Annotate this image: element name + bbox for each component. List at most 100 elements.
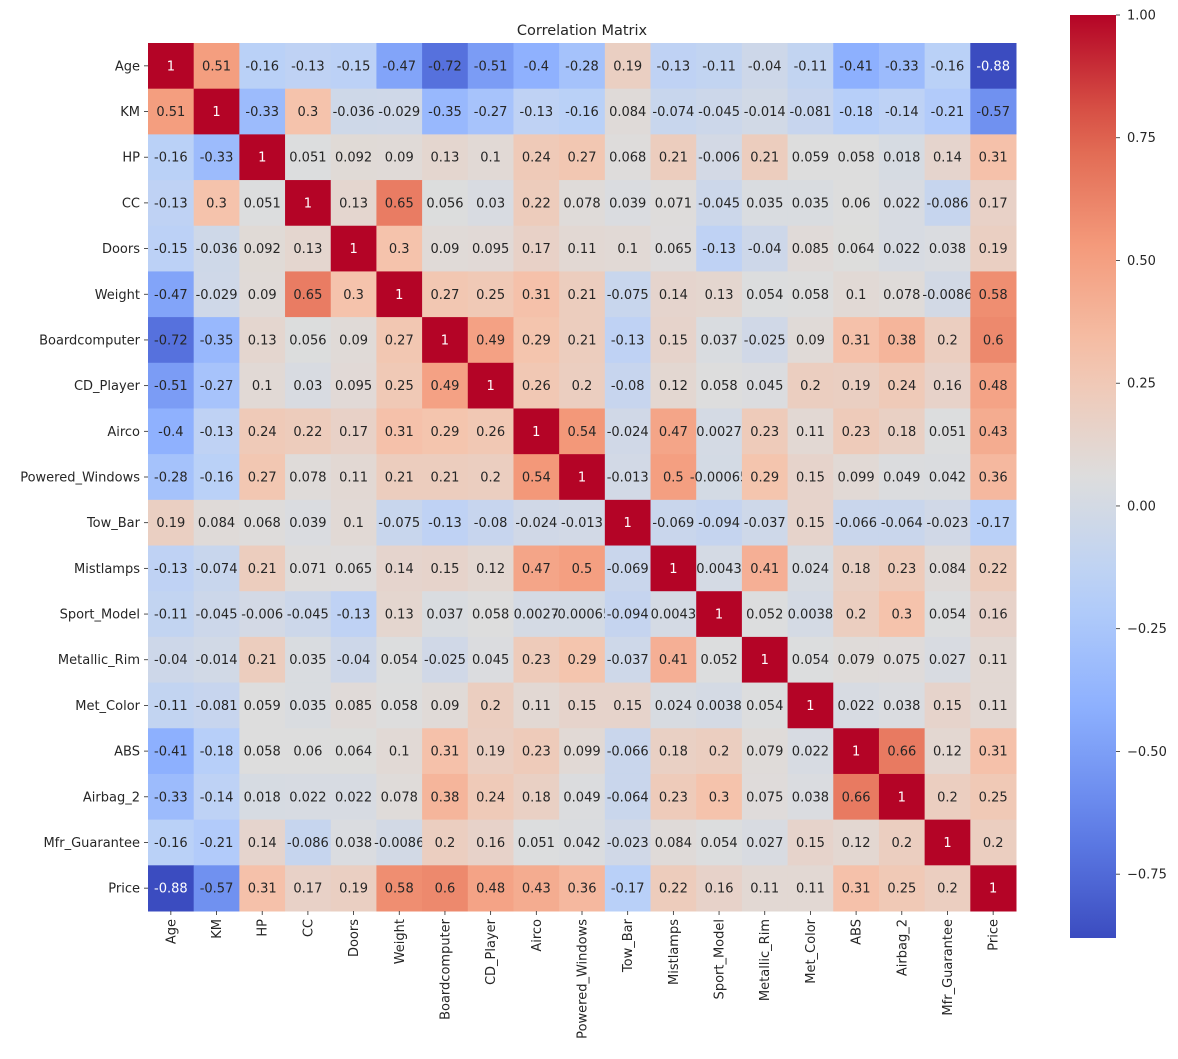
heatmap-cell	[741, 88, 789, 135]
cell-annotation: -0.045	[698, 196, 740, 211]
cell-annotation: 0.079	[837, 653, 874, 668]
cell-annotation: 0.078	[289, 471, 326, 486]
heatmap-cell	[741, 819, 789, 866]
cell-annotation: 0.052	[700, 653, 737, 668]
heatmap-cell	[285, 134, 332, 181]
cell-annotation: 0.078	[883, 288, 920, 303]
heatmap-cell	[422, 134, 469, 181]
cell-annotation: -0.081	[196, 699, 238, 714]
x-tick-label: Sport_Model	[713, 919, 728, 999]
heatmap-cell	[650, 591, 697, 638]
cell-annotation: 0.084	[655, 836, 692, 851]
heatmap-cell	[970, 317, 1017, 364]
heatmap-cell	[741, 362, 789, 409]
heatmap-cell	[513, 134, 560, 181]
cell-annotation: 1	[669, 562, 677, 577]
heatmap-cell	[924, 271, 971, 318]
heatmap-cell	[513, 225, 560, 272]
cell-annotation: 0.059	[792, 151, 829, 166]
heatmap-cell	[650, 682, 697, 729]
heatmap-cell	[467, 408, 514, 455]
heatmap-cell	[330, 43, 377, 90]
heatmap-cell	[741, 728, 789, 775]
heatmap-cell	[696, 545, 743, 592]
heatmap-cell	[422, 225, 469, 272]
cell-annotation: 0.21	[385, 471, 414, 486]
cell-annotation: 0.039	[609, 196, 646, 211]
heatmap-cell	[559, 134, 606, 181]
heatmap-cell	[422, 362, 469, 409]
heatmap-cell	[422, 865, 469, 912]
cell-annotation: 0.54	[522, 471, 551, 486]
cell-annotation: -0.0086	[374, 836, 424, 851]
colorbar-tick-label: 1.00	[1127, 9, 1156, 24]
cell-annotation: 0.035	[746, 196, 783, 211]
heatmap-cell	[924, 773, 971, 821]
x-tick-label: KM	[210, 919, 225, 939]
heatmap-cell	[193, 134, 240, 181]
y-tick-label: Met_Color	[75, 699, 140, 714]
cell-annotation: 0.24	[476, 790, 505, 805]
heatmap-cell	[376, 88, 423, 135]
heatmap-cell	[193, 454, 240, 501]
cell-annotation: 0.21	[248, 562, 277, 577]
cell-annotation: 0.43	[979, 425, 1008, 440]
cell-annotation: -0.35	[428, 105, 462, 120]
cell-annotation: -0.13	[200, 425, 234, 440]
heatmap-cell	[193, 819, 240, 866]
cell-annotation: -0.51	[474, 59, 508, 74]
cell-annotation: 0.15	[796, 516, 825, 531]
cell-annotation: 0.092	[335, 151, 372, 166]
cell-annotation: 0.068	[609, 151, 646, 166]
cell-annotation: 0.14	[248, 836, 277, 851]
cell-annotation: 0.0038	[788, 608, 834, 623]
heatmap-cell	[924, 225, 971, 272]
cell-annotation: 0.054	[929, 608, 966, 623]
heatmap-cell	[878, 362, 926, 409]
cell-annotation: 0.3	[298, 105, 319, 120]
cell-annotation: 0.29	[568, 653, 597, 668]
cell-annotation: 0.049	[883, 471, 920, 486]
cell-annotation: -0.064	[881, 516, 923, 531]
heatmap-cell	[285, 728, 332, 775]
heatmap-cell	[696, 773, 743, 821]
cell-annotation: 0.078	[381, 790, 418, 805]
heatmap-cell	[650, 408, 697, 455]
heatmap-cell	[970, 773, 1017, 821]
heatmap-cell	[422, 819, 469, 866]
heatmap-cell	[696, 317, 743, 364]
y-tick-label: CD_Player	[74, 379, 141, 394]
heatmap-cell	[285, 545, 332, 592]
cell-annotation: -0.27	[474, 105, 508, 120]
heatmap-cell	[787, 591, 834, 638]
cell-annotation: 0.16	[933, 379, 962, 394]
cell-annotation: 0.022	[837, 699, 874, 714]
cell-annotation: 0.14	[659, 288, 688, 303]
heatmap-cell	[376, 454, 423, 501]
cell-annotation: -0.014	[196, 653, 238, 668]
heatmap-cell	[285, 271, 332, 318]
cell-annotation: 0.66	[887, 745, 916, 760]
cell-annotation: 0.2	[572, 379, 593, 394]
heatmap-cell	[285, 636, 332, 684]
heatmap-cell	[696, 225, 743, 272]
heatmap-cell	[559, 225, 606, 272]
heatmap-cell	[330, 88, 377, 135]
cell-annotation: -0.16	[931, 59, 965, 74]
heatmap-cell	[787, 545, 834, 592]
cell-annotation: 0.2	[800, 379, 821, 394]
cell-annotation: -0.08	[474, 516, 508, 531]
cell-annotation: 0.058	[472, 608, 509, 623]
heatmap-cell	[650, 134, 697, 181]
x-tick-label: Mfr_Guarantee	[941, 919, 956, 1016]
heatmap-cell	[330, 682, 377, 729]
cell-annotation: -0.13	[291, 59, 325, 74]
cell-annotation: 0.14	[933, 151, 962, 166]
cell-annotation: -0.41	[154, 745, 188, 760]
cell-annotation: -0.16	[245, 59, 279, 74]
cell-annotation: 0.11	[796, 425, 825, 440]
heatmap-cell	[924, 362, 971, 409]
heatmap-cell	[513, 317, 560, 364]
cell-annotation: -0.35	[200, 333, 234, 348]
cell-annotation: 0.23	[522, 745, 551, 760]
